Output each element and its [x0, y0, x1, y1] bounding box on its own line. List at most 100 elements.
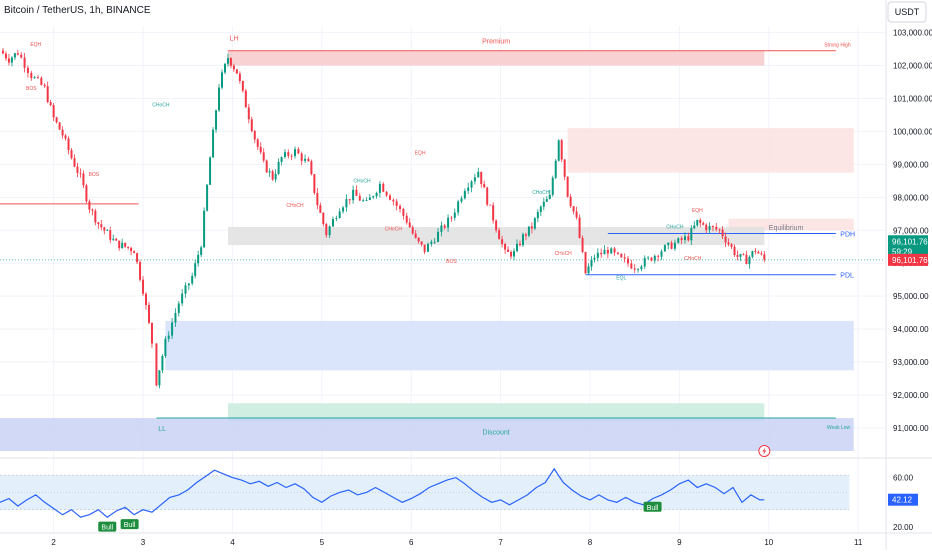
candle-body — [408, 222, 411, 228]
candle-body — [443, 225, 446, 228]
candle-body — [203, 210, 206, 248]
candle-body — [687, 236, 690, 241]
candle-body — [721, 229, 724, 237]
candle-body — [61, 129, 64, 136]
candle-body — [560, 140, 563, 160]
candle-body — [693, 225, 696, 229]
price-tick-label: 103,000.00 — [893, 29, 932, 38]
candle-body — [300, 153, 303, 161]
last-price-value: 96,101.76 — [892, 237, 928, 246]
candle-body — [663, 245, 666, 252]
candle-body — [250, 119, 253, 132]
candle-body — [584, 252, 587, 274]
candle-body — [328, 226, 331, 236]
candle-body — [338, 211, 341, 219]
candle-body — [331, 219, 334, 227]
candle-body — [660, 251, 663, 257]
candle-body — [569, 196, 572, 207]
candle-body — [325, 223, 328, 236]
candle-body — [606, 249, 609, 254]
candle-body — [575, 211, 578, 218]
candle-body — [450, 217, 453, 219]
candle-body — [630, 263, 633, 269]
candle-body — [739, 254, 742, 257]
candle-body — [548, 194, 551, 200]
candle-body — [181, 293, 184, 304]
candle-body — [100, 224, 103, 228]
candle-body — [79, 172, 82, 174]
candle-body — [504, 243, 507, 250]
candle-body — [473, 177, 476, 182]
candle-body — [13, 53, 16, 58]
price-tick-label: 101,000.00 — [893, 94, 932, 103]
candle-body — [533, 218, 536, 229]
candle-body — [423, 244, 426, 252]
rsi-value: 42.12 — [892, 496, 913, 505]
candle-body — [36, 77, 39, 79]
candle-body — [437, 231, 440, 242]
candle-body — [174, 312, 177, 323]
candle-body — [620, 253, 623, 258]
candle-body — [64, 135, 67, 139]
candle-body — [457, 201, 460, 213]
price-tick-label: 97,000.00 — [893, 226, 929, 235]
candle-body — [696, 219, 699, 226]
candle-body — [335, 218, 338, 220]
candle-body — [20, 54, 23, 58]
candle-body — [184, 285, 187, 294]
candle-body — [667, 242, 670, 246]
candle-body — [262, 152, 265, 161]
candle-body — [498, 230, 501, 240]
structure-label: EQH — [30, 42, 41, 48]
candle-body — [253, 131, 256, 140]
candle-body — [307, 158, 310, 162]
candle-body — [145, 293, 148, 306]
candle-body — [480, 171, 483, 184]
candle-body — [702, 222, 705, 225]
candle-body — [150, 322, 153, 344]
level-label-pdh: PDH — [840, 232, 855, 239]
time-tick-label: 3 — [141, 538, 146, 547]
candle-body — [708, 226, 711, 231]
candle-body — [673, 242, 676, 249]
candle-body — [158, 370, 161, 386]
time-tick-label: 10 — [764, 538, 773, 547]
candle-body — [613, 248, 616, 253]
candle-body — [274, 173, 277, 180]
candle-body — [699, 219, 702, 223]
candle-body — [342, 207, 345, 212]
rsi-signal-label: Bull — [647, 505, 659, 512]
candle-body — [536, 212, 539, 219]
candle-body — [650, 257, 653, 261]
candle-body — [501, 239, 504, 244]
rsi-signal-badge — [643, 501, 662, 512]
candle-body — [345, 199, 348, 208]
rsi-signal-label: Bull — [124, 522, 136, 529]
candle-body — [763, 254, 766, 260]
currency-button[interactable] — [887, 1, 927, 23]
candle-body — [241, 81, 244, 91]
zone-1 — [567, 128, 854, 173]
structure-label: EQL — [616, 276, 626, 282]
candle-body — [136, 253, 139, 263]
candle-body — [670, 242, 673, 249]
candle-body — [751, 251, 754, 257]
candle-body — [16, 53, 19, 55]
candle-body — [643, 258, 646, 267]
rsi-value-tag — [888, 493, 918, 506]
rsi-tick-label: 20.00 — [893, 523, 914, 532]
candle-body — [1, 50, 4, 54]
candle-body — [417, 237, 420, 242]
candle-body — [147, 305, 150, 323]
candle-body — [554, 160, 557, 178]
structure-label: CHoCH — [385, 226, 403, 232]
candle-body — [94, 210, 97, 223]
structure-label: EQH — [415, 150, 426, 156]
candle-body — [510, 251, 513, 257]
candle-body — [483, 183, 486, 188]
candle-body — [657, 255, 660, 257]
candle-body — [297, 149, 300, 154]
candle-body — [399, 205, 402, 210]
candle-body — [167, 335, 170, 339]
